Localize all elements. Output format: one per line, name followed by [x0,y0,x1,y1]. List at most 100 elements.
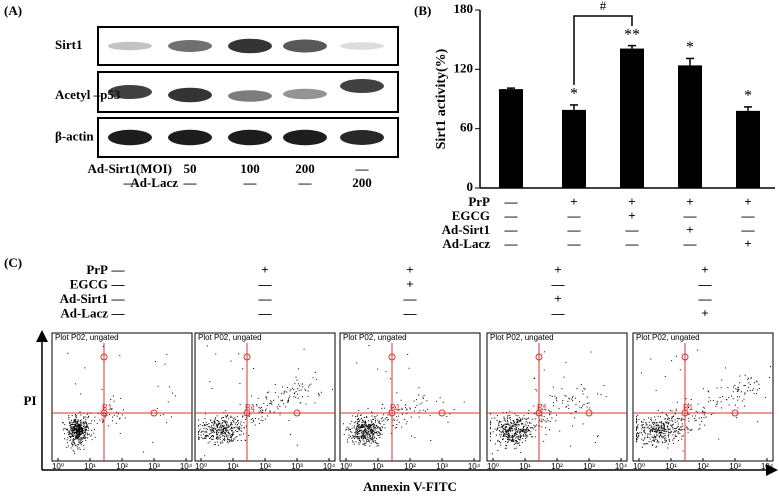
event-dot [749,390,751,392]
event-dot [501,423,503,425]
event-dot [669,420,671,422]
event-dot [583,387,585,389]
event-dot [372,433,374,435]
event-dot [370,428,372,430]
event-dot [71,432,73,434]
event-dot [363,438,365,440]
event-dot [70,426,72,428]
event-dot [250,419,252,421]
event-dot [519,418,521,420]
event-dot [90,429,92,431]
event-dot [361,431,363,433]
event-dot [362,435,364,437]
event-dot [494,443,496,445]
event-dot [199,424,201,426]
event-dot [74,443,76,445]
event-dot [77,434,79,436]
event-dot [357,436,359,438]
event-dot [653,436,655,438]
event-dot [370,432,372,434]
event-dot [722,395,724,397]
event-dot [88,423,90,425]
treatment-value: + [554,262,561,277]
event-dot [505,420,507,422]
event-dot [379,427,381,429]
event-dot [384,427,386,429]
event-dot [346,441,348,443]
event-dot [387,414,389,416]
event-dot [666,431,668,433]
event-dot [518,443,520,445]
event-dot [716,387,718,389]
event-dot [638,419,640,421]
event-dot [351,437,353,439]
event-dot [503,425,505,427]
event-dot [518,435,520,437]
event-dot [527,428,529,430]
event-dot [676,420,678,422]
event-dot [381,418,383,420]
event-dot [355,426,357,428]
event-dot [682,429,684,431]
event-dot [515,427,517,429]
blot-band [108,41,152,51]
event-dot [507,423,509,425]
event-dot [709,400,711,402]
event-dot [642,439,644,441]
event-dot [396,427,398,429]
event-dot [74,428,76,430]
event-dot [214,428,216,430]
plot-frame [194,332,336,462]
event-dot [361,427,363,429]
event-dot [662,436,664,438]
event-dot [447,421,449,423]
event-dot [657,431,659,433]
event-dot [213,422,215,424]
event-dot [654,416,656,418]
event-dot [508,432,510,434]
event-dot [75,427,77,429]
event-dot [658,432,660,434]
event-dot [530,431,532,433]
event-dot [215,428,217,430]
event-dot [522,437,524,439]
event-dot [583,404,585,406]
event-dot [556,414,558,416]
event-dot [639,432,641,434]
event-dot [218,420,220,422]
event-dot [365,437,367,439]
event-dot [365,429,367,431]
event-dot [653,434,655,436]
event-dot [667,428,669,430]
event-dot [204,455,206,457]
event-dot [235,436,237,438]
event-dot [83,437,85,439]
event-dot [636,435,637,437]
event-dot [381,433,383,435]
event-dot [219,436,221,438]
event-dot [653,440,655,442]
event-dot [217,444,219,446]
event-dot [358,437,360,439]
event-dot [83,448,85,450]
event-dot [84,421,86,423]
x-tick-label: 10² [551,462,563,471]
event-dot [505,432,507,434]
event-dot [66,428,68,430]
event-dot [66,439,68,441]
event-dot [81,432,83,434]
event-dot [689,429,691,431]
event-dot [369,427,371,429]
event-dot [490,420,491,422]
event-dot [75,436,77,438]
event-dot [490,424,491,426]
event-dot [521,429,523,431]
treatment-label: Ad-Sirt1 [442,222,490,237]
event-dot [710,414,712,416]
event-dot [236,427,238,429]
event-dot [368,440,370,442]
treatment-label: EGCG [70,276,108,291]
event-dot [254,424,256,426]
event-dot [681,423,683,425]
event-dot [69,432,71,434]
